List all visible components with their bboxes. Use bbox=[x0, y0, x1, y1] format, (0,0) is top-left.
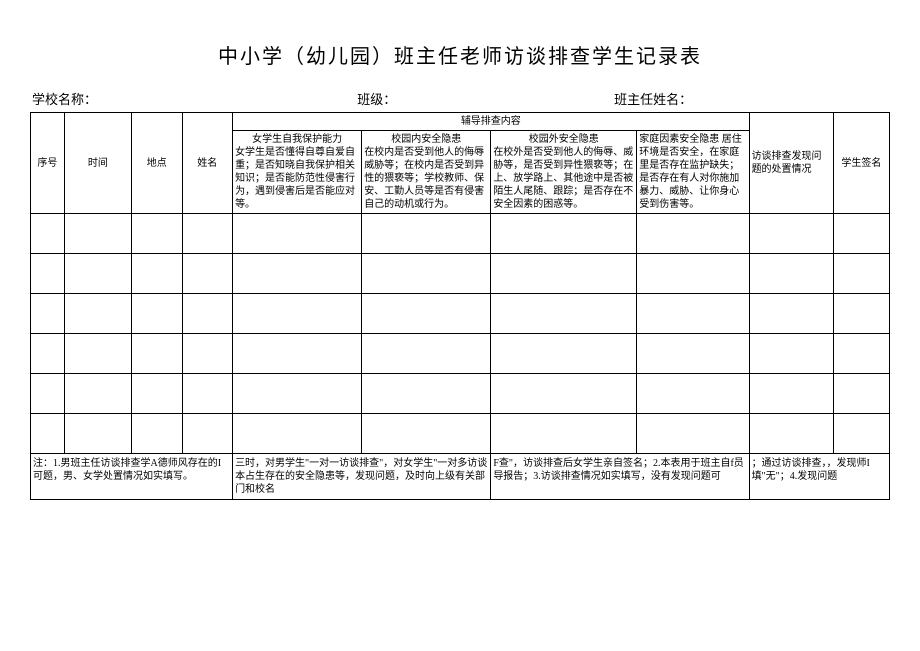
content4-desc: 居住环境是否安全，在家庭里是否存在监护缺失；是否存在有人对你施加暴力、威胁、让你… bbox=[639, 134, 742, 210]
table-row bbox=[31, 414, 890, 454]
notes-cell-4: ；通过访谈排查，，发现师I填"无"；4.发现问题 bbox=[749, 454, 889, 500]
form-header: 学校名称： 班级： 班主任姓名： bbox=[30, 89, 890, 108]
col-name: 姓名 bbox=[182, 113, 233, 214]
col-content-group: 辅导排查内容 bbox=[233, 113, 750, 131]
content4-title: 家庭因素安全隐患 bbox=[639, 134, 719, 145]
col-time: 时间 bbox=[64, 113, 131, 214]
table-row bbox=[31, 214, 890, 254]
col-content1: 女学生自我保护能力 女学生是否懂得自尊自爱自重；是否知晓自我保护相关知识；是否能… bbox=[233, 131, 362, 214]
header-group-row: 序号 时间 地点 姓名 辅导排查内容 访谈排查发现问题的处置情况 学生签名 bbox=[31, 113, 890, 131]
notes-row: 注：1.男班主任访谈排查学A德师风存在的I可题，男、女学处置情况如实填写。 三时… bbox=[31, 454, 890, 500]
table-row bbox=[31, 334, 890, 374]
content3-title: 校园外安全隐患 bbox=[493, 133, 634, 146]
school-name-label: 学校名称： bbox=[32, 89, 357, 108]
content2-desc: 在校内是否受到他人的侮辱威胁等；在校内是否受到异性的猥亵等；学校教师、保安、工勤… bbox=[364, 147, 484, 210]
col-place: 地点 bbox=[132, 113, 183, 214]
page-title: 中小学（幼儿园）班主任老师访谈排查学生记录表 bbox=[30, 40, 890, 69]
content1-title: 女学生自我保护能力 bbox=[235, 133, 359, 146]
content2-title: 校园内安全隐患 bbox=[364, 133, 488, 146]
col-seq: 序号 bbox=[31, 113, 65, 214]
col-sign: 学生签名 bbox=[833, 113, 889, 214]
notes-cell-2: 三时，对男学生"一对一访谈排查"，对女学生"一对多访谈本占生存在的安全隐患等，发… bbox=[233, 454, 491, 500]
content1-desc: 女学生是否懂得自尊自爱自重；是否知晓自我保护相关知识；是否能防范性侵害行为，遇到… bbox=[235, 147, 355, 210]
class-label: 班级： bbox=[357, 89, 614, 108]
table-row bbox=[31, 294, 890, 334]
record-table: 序号 时间 地点 姓名 辅导排查内容 访谈排查发现问题的处置情况 学生签名 女学… bbox=[30, 112, 890, 500]
col-content4: 家庭因素安全隐患 居住环境是否安全，在家庭里是否存在监护缺失；是否存在有人对你施… bbox=[637, 131, 749, 214]
table-row bbox=[31, 374, 890, 414]
col-handle: 访谈排查发现问题的处置情况 bbox=[749, 113, 833, 214]
table-row bbox=[31, 254, 890, 294]
notes-cell-3: F查"，访谈排查后女学生亲自签名；2.本表用于班主自f员导报告；3.访谈排查情况… bbox=[491, 454, 749, 500]
col-content2: 校园内安全隐患 在校内是否受到他人的侮辱威胁等；在校内是否受到异性的猥亵等；学校… bbox=[362, 131, 491, 214]
col-content3: 校园外安全隐患 在校外是否受到他人的侮辱、威胁等，是否受到异性猥亵等；在上、放学… bbox=[491, 131, 637, 214]
notes-cell-1: 注：1.男班主任访谈排查学A德师风存在的I可题，男、女学处置情况如实填写。 bbox=[31, 454, 233, 500]
content3-desc: 在校外是否受到他人的侮辱、威胁等，是否受到异性猥亵等；在上、放学路上、其他途中是… bbox=[493, 147, 633, 210]
teacher-label: 班主任姓名： bbox=[614, 89, 888, 108]
